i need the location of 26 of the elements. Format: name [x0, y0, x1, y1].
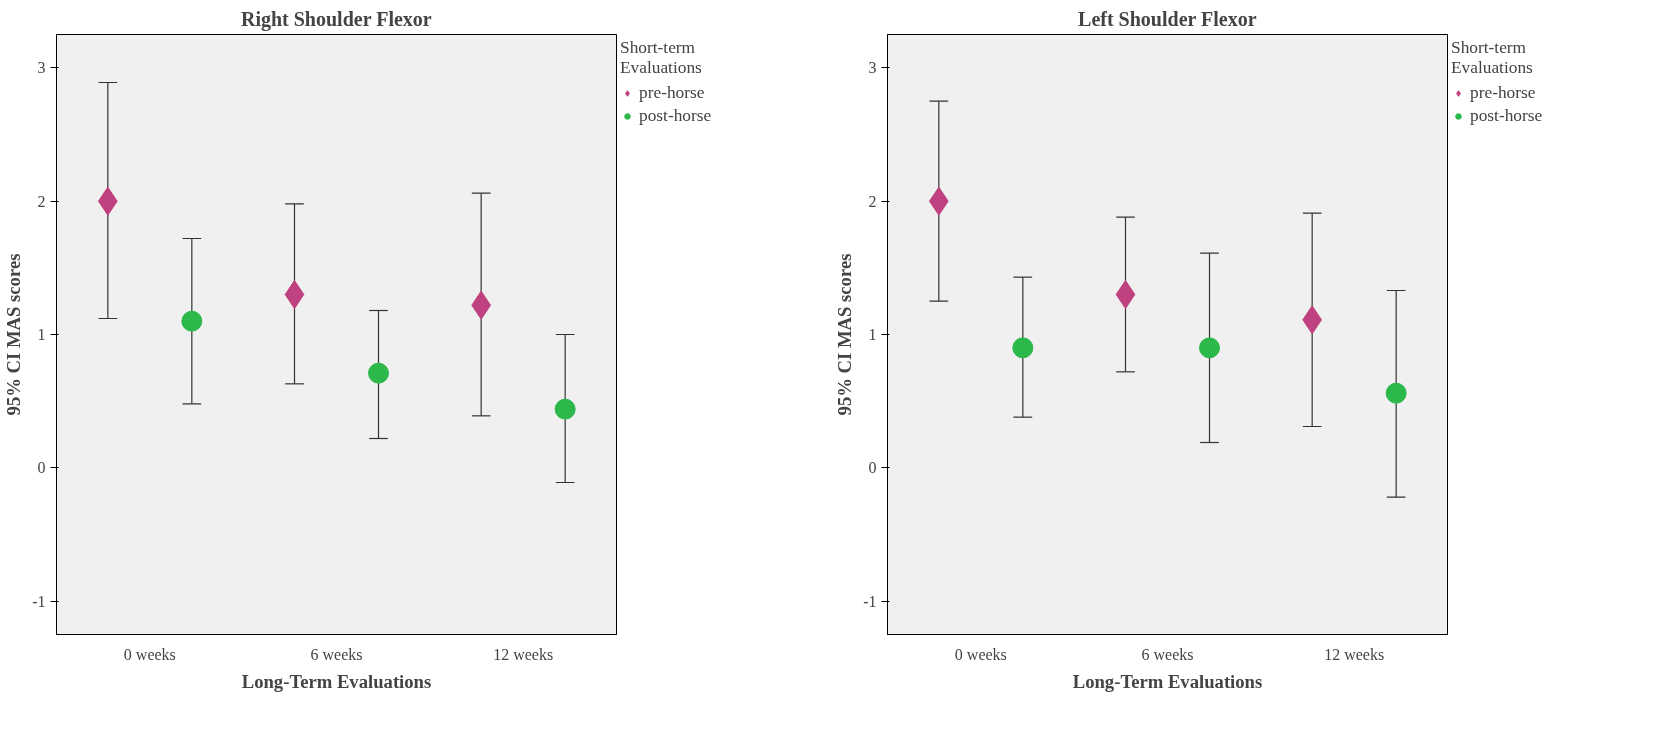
- legend-label: post-horse: [639, 106, 712, 126]
- x-tick-label: 0 weeks: [954, 645, 1007, 663]
- legend-label: pre-horse: [1470, 83, 1536, 103]
- y-tick-label: 1: [37, 326, 46, 343]
- chart-title: Right Shoulder Flexor: [240, 7, 432, 31]
- x-tick-label: 12 weeks: [1324, 645, 1385, 663]
- x-axis-title: Long-Term Evaluations: [1072, 670, 1263, 692]
- y-tick-label: 0: [868, 459, 877, 477]
- y-tick-label: 1: [868, 326, 877, 343]
- x-tick-label: 12 weeks: [493, 645, 554, 663]
- y-axis-title: 95% CI MAS scores: [834, 253, 856, 416]
- legend-label: post-horse: [1470, 106, 1543, 126]
- chart-title: Left Shoulder Flexor: [1078, 7, 1257, 30]
- y-tick-label: 3: [868, 59, 877, 77]
- y-tick-label: 2: [868, 192, 877, 210]
- x-axis-title: Long-Term Evaluations: [241, 670, 432, 692]
- x-tick-label: 6 weeks: [310, 645, 363, 663]
- y-tick-label: 0: [37, 459, 46, 477]
- x-tick-label: 6 weeks: [1141, 645, 1194, 663]
- y-axis-title: 95% CI MAS scores: [3, 253, 25, 416]
- y-tick-label: 3: [37, 59, 46, 77]
- x-tick-label: 0 weeks: [123, 645, 176, 663]
- y-tick-label: -1: [863, 592, 877, 610]
- y-tick-label: 2: [37, 192, 46, 210]
- y-tick-label: -1: [32, 592, 46, 610]
- legend-label: pre-horse: [639, 83, 705, 103]
